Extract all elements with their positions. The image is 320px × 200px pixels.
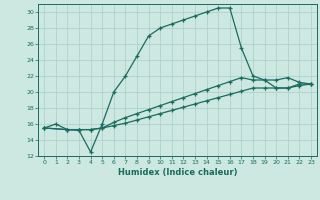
X-axis label: Humidex (Indice chaleur): Humidex (Indice chaleur): [118, 168, 237, 177]
